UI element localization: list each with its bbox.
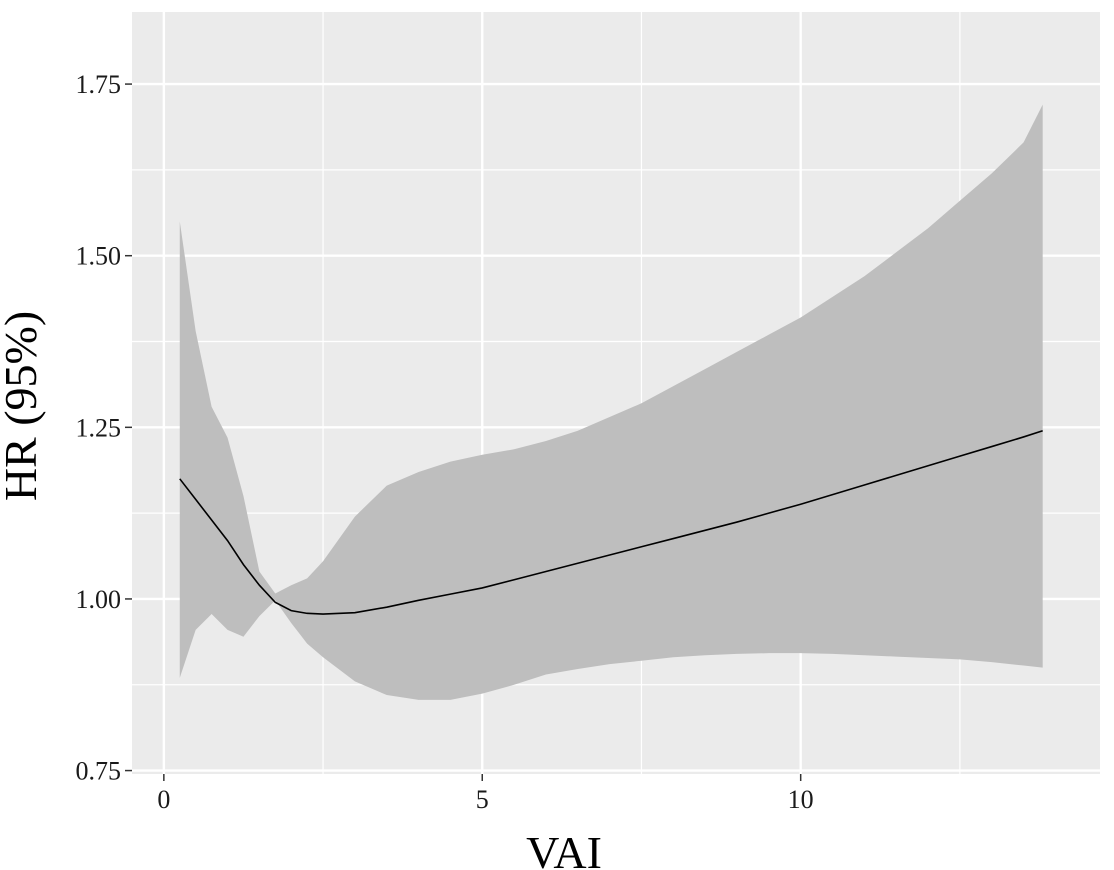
x-tick-label: 5 <box>476 785 489 814</box>
y-axis: 0.75 1.00 1.25 1.50 1.75 <box>76 70 132 786</box>
x-axis-title: VAI <box>526 827 602 870</box>
confidence-ribbon <box>179 104 1043 700</box>
y-tick-label: 1.75 <box>76 70 122 99</box>
y-tick-label: 1.50 <box>76 242 122 271</box>
y-axis-title: HR (95%) <box>0 311 46 501</box>
y-tick-label: 1.00 <box>76 585 122 614</box>
x-tick-label: 0 <box>157 785 170 814</box>
x-axis: 0 5 10 <box>157 774 814 814</box>
y-tick-label: 1.25 <box>76 413 122 442</box>
y-tick-label: 0.75 <box>76 757 122 786</box>
hazard-ratio-line <box>179 429 1043 615</box>
x-tick-label: 10 <box>788 785 814 814</box>
